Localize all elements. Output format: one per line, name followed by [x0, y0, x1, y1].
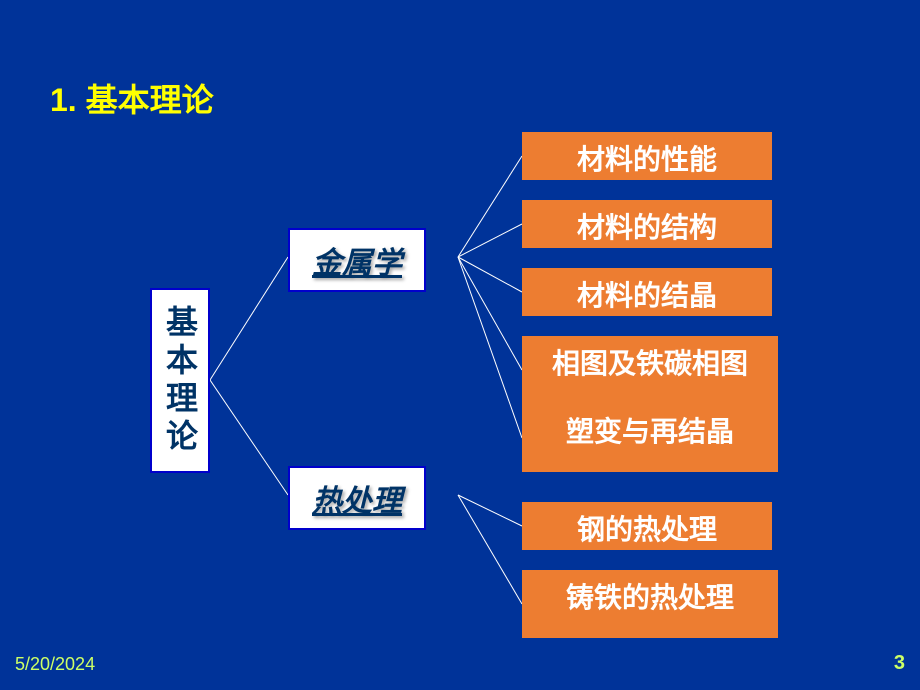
root-node: 基本理论 [150, 288, 210, 473]
leaf-node-4: 塑变与再结晶 [522, 404, 778, 472]
leaf-node-0: 材料的性能 [522, 132, 772, 180]
leaf-node-6: 铸铁的热处理 [522, 570, 778, 638]
leaf-node-1: 材料的结构 [522, 200, 772, 248]
page-number: 3 [894, 652, 905, 675]
footer-date: 5/20/2024 [15, 654, 95, 675]
leaf-node-2: 材料的结晶 [522, 268, 772, 316]
mid-node-1: 热处理 [288, 466, 426, 530]
slide-title: 1. 基本理论 [50, 75, 214, 121]
leaf-node-5: 钢的热处理 [522, 502, 772, 550]
leaf-node-3: 相图及铁碳相图 [522, 336, 778, 404]
mid-node-0: 金属学 [288, 228, 426, 292]
